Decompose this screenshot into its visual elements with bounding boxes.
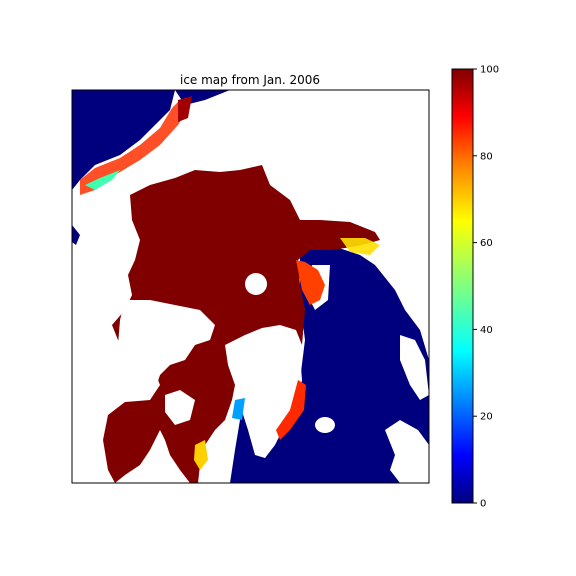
ice-edge-baffin [232,398,245,420]
ocean-fragment [72,225,80,245]
map-frame [71,89,430,484]
ice-edge-kara [340,238,380,255]
colorbar-tick-label: 80 [480,151,493,162]
colorbar-tick-label: 100 [480,65,499,76]
colorbar-tick-label: 40 [480,325,493,336]
alaska-landmass [72,250,128,345]
pole-hole [245,273,267,295]
map-title: ice map from Jan. 2006 [180,73,320,87]
island [315,417,335,433]
ice-edge-mixed [85,170,120,190]
canadian-archipelago [118,300,215,398]
europe-landmass [385,420,429,483]
ice-floe [178,96,192,122]
ice-edge-barents [296,260,325,305]
ice-edge-labrador [194,440,208,470]
colorbar-tick-label: 0 [480,499,486,510]
colorbar-gradient [451,68,474,504]
colorbar: 0 20 40 60 80 100 [451,65,499,510]
hudson-bay-land [165,390,195,425]
ice-edge-pacific [80,100,190,195]
ice-edge-east-greenland [276,380,306,440]
open-ocean-pacific [72,90,175,190]
colorbar-tick-label: 20 [480,412,493,423]
colorbar-tick-label: 60 [480,238,493,249]
map-area [72,90,429,483]
norway-coast [400,335,429,400]
